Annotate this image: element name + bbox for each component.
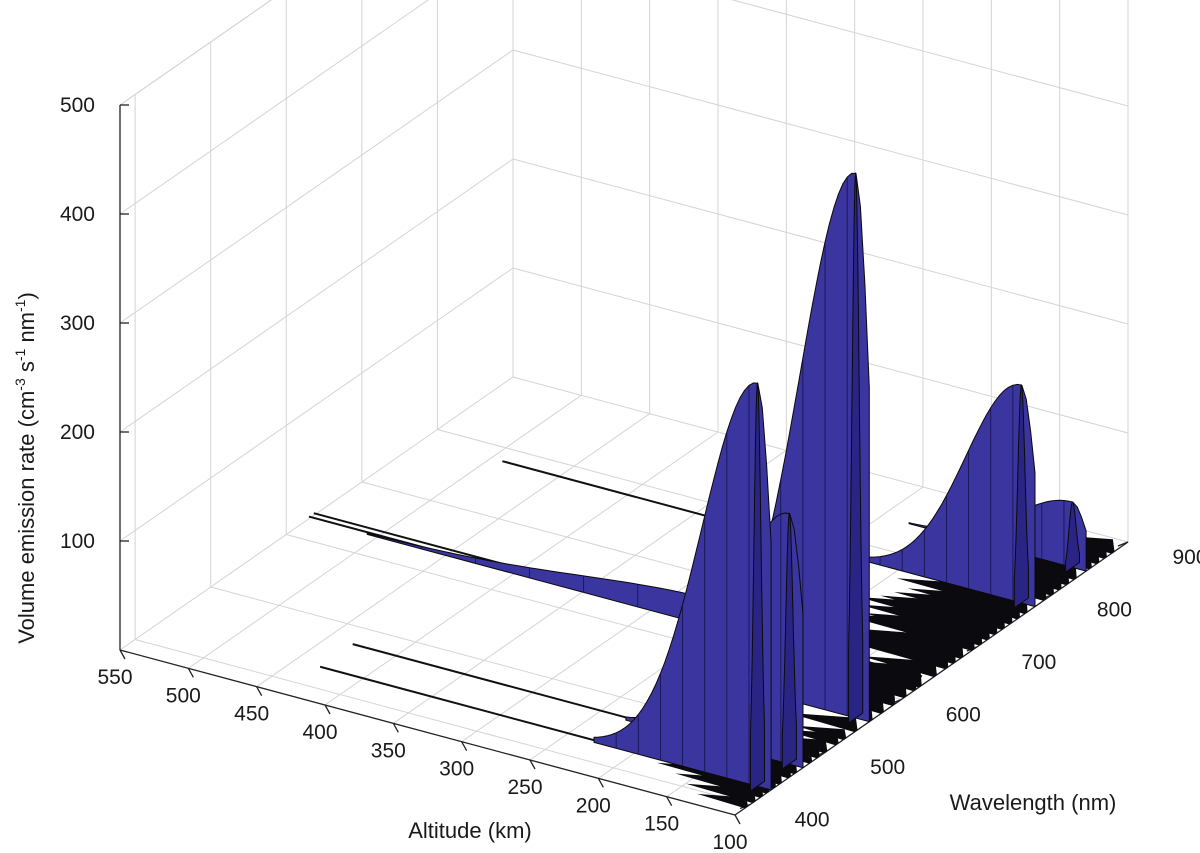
x-tick-label: 350 — [371, 739, 406, 762]
x-tick-label: 150 — [644, 813, 679, 836]
axis-labels: 100 150 200 250 300 350 400 450 500 550 400 500 600 7… — [60, 94, 1200, 853]
z-axis-title-main: Volume emission rate (cm — [14, 391, 39, 644]
x-tick-label: 300 — [439, 758, 474, 781]
emission-peak — [857, 383, 1036, 609]
x-axis-line — [119, 649, 736, 816]
grid — [119, 0, 1129, 816]
tick-mark — [597, 778, 604, 788]
tick-mark — [666, 796, 673, 806]
y-tick-label: 400 — [795, 809, 830, 832]
z-tick-label: 300 — [60, 312, 95, 335]
z-axis-title-part: ) — [14, 292, 39, 299]
tick-mark — [392, 723, 399, 733]
z-axis-title-sup: -1 — [12, 348, 28, 361]
z-axis-title-sup: -3 — [12, 378, 28, 391]
x-tick-label: 500 — [166, 684, 201, 707]
tick-mark — [187, 668, 194, 678]
tick-mark — [119, 649, 126, 660]
z-axis-title-sup: -1 — [12, 299, 28, 312]
y-axis-line — [734, 541, 1129, 816]
grid-line — [119, 267, 514, 542]
z-axis-title-part: nm — [14, 312, 39, 349]
z-tick-label: 500 — [60, 94, 95, 117]
spectral-line — [795, 725, 847, 740]
y-tick-label: 600 — [946, 704, 981, 727]
peak-face — [1064, 501, 1080, 573]
grid-line — [119, 49, 514, 324]
x-tick-label: 400 — [302, 721, 337, 744]
tick-mark — [324, 704, 331, 715]
x-tick-label: 550 — [97, 666, 132, 689]
peak-face — [848, 172, 864, 724]
y-tick-label: 700 — [1021, 651, 1056, 674]
grid-line — [134, 639, 751, 805]
x-axis-title: Altitude (km) — [408, 818, 531, 843]
peak-face — [1013, 384, 1029, 609]
y-axis-title: Wavelength (nm) — [950, 790, 1117, 815]
x-tick-label: 450 — [234, 703, 269, 726]
tick-mark — [529, 759, 536, 770]
x-tick-label: 200 — [576, 794, 611, 817]
surface-data — [308, 172, 1115, 809]
z-tick-label: 100 — [60, 530, 95, 553]
grid-line — [119, 0, 429, 215]
spectral-line — [788, 712, 858, 733]
peak-face — [749, 382, 765, 792]
tick-mark — [256, 686, 263, 696]
z-axis-title: Volume emission rate (cm-3 s-1 nm-1) — [12, 292, 39, 644]
grid-line — [119, 0, 273, 106]
svg-text:Volume emission rate (cm-3 s-1: Volume emission rate (cm-3 s-1 nm-1) — [12, 292, 39, 644]
y-tick-label: 900 — [1172, 546, 1200, 569]
grid-line — [512, 158, 1129, 325]
z-tick-label: 400 — [60, 203, 95, 226]
grid-line — [730, 0, 1129, 107]
tick-mark — [734, 814, 741, 825]
x-tick-label: 250 — [507, 776, 542, 799]
z-axis-title-part: s — [14, 361, 39, 378]
axes — [119, 104, 1129, 825]
grid-line — [512, 49, 1129, 216]
emission-peak — [593, 382, 772, 792]
z-tick-label: 200 — [60, 421, 95, 444]
tick-mark — [1117, 541, 1129, 547]
y-tick-label: 800 — [1097, 599, 1132, 622]
peak-face — [781, 512, 797, 770]
y-tick-label: 500 — [870, 756, 905, 779]
grid-line — [119, 0, 273, 106]
grid-line — [119, 158, 514, 433]
tick-mark — [461, 741, 468, 751]
x-tick-label: 100 — [712, 831, 747, 853]
